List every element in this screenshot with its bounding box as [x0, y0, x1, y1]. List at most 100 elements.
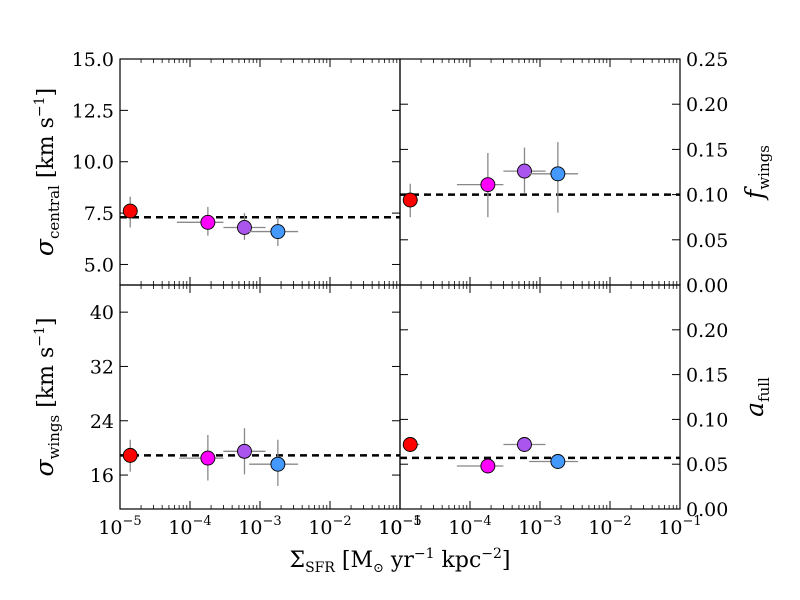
f_wings-y-tick-label: 0.20 — [686, 94, 728, 116]
panel-f_wings: 0.00 0.05 0.10 0.15 0.20 0.25 fwings — [399, 49, 773, 297]
f_wings-y-tick-label: 0.10 — [686, 185, 728, 207]
x-label-sup1: −1 — [414, 546, 435, 562]
a_full-y-tick-label: 0.20 — [686, 320, 728, 342]
f_wings-y-tick-label: 0.15 — [686, 139, 728, 161]
a_full-x-tick-exponent: −4 — [473, 514, 492, 529]
sigma_central-y-tick-label: 12.5 — [72, 100, 114, 122]
f_wings-point-3 — [517, 163, 532, 179]
a_full-point-4 — [550, 454, 566, 469]
sigma_wings-x-tick-exponent: −5 — [123, 514, 142, 529]
sigma_central-y-label-units-sup: −1 — [32, 96, 48, 117]
sigma_wings-x-tick-base: 10 — [308, 517, 332, 539]
f_wings-y-label: fwings — [740, 145, 773, 201]
a_full-x-tick-base: 10 — [658, 517, 682, 539]
sigma_wings-x-tick-exponent: −1 — [403, 514, 422, 529]
x-label-kpc: kpc — [435, 548, 482, 573]
a_full-x-tick-label: 10−5 — [378, 514, 421, 539]
a_full-y-tick-label: 0.10 — [686, 409, 728, 431]
sigma_wings-x-tick-label: 10−2 — [308, 514, 351, 539]
sigma_wings-point-1 — [122, 447, 138, 463]
a_full-y-label: afull — [740, 377, 773, 417]
sigma_wings-point-2 — [200, 450, 216, 466]
f_wings-y-label-sub: wings — [755, 145, 773, 190]
a_full-y-tick-label: 0.05 — [686, 454, 728, 476]
a_full-x-tick-base: 10 — [518, 517, 542, 539]
sigma_wings-y-label-units-close: ] — [34, 318, 59, 327]
x-label-yr: yr — [384, 548, 414, 573]
a_full-x-tick-base: 10 — [588, 517, 612, 539]
x-label-units-open: [M — [335, 548, 373, 573]
a_full-x-tick-exponent: −1 — [683, 514, 702, 529]
sigma_wings-x-tick-base: 10 — [238, 517, 262, 539]
sigma_central-y-label-units: [km s — [34, 117, 59, 185]
a_full-y-label-sub: full — [755, 377, 773, 402]
sigma_central-point-3 — [237, 220, 252, 235]
sigma_wings-x-tick-base: 10 — [168, 517, 192, 539]
sigma_wings-y-tick-label: 32 — [90, 356, 114, 378]
sigma_wings-x-tick-label: 10−1 — [378, 514, 421, 539]
sigma_central-y-label: σcentral [km s−1] — [30, 88, 63, 256]
a_full-x-tick-label: 10−1 — [658, 514, 701, 539]
sigma_wings-x-tick-exponent: −4 — [193, 514, 212, 529]
x-label-sigma: Σ — [290, 548, 306, 573]
sigma_central-point-4 — [270, 224, 286, 240]
svg-text:ΣSFR [M⊙ yr−1 kpc−2]: ΣSFR [M⊙ yr−1 kpc−2] — [290, 546, 511, 576]
sigma_wings-point-4 — [270, 456, 286, 472]
sigma_central-y-tick-label: 5.0 — [84, 254, 114, 276]
sigma_wings-y-tick-label: 40 — [90, 302, 114, 324]
a_full-x-tick-exponent: −3 — [543, 514, 562, 529]
f_wings-y-tick-label: 0.00 — [686, 275, 728, 297]
sigma_wings-y-label-symbol: σ — [30, 458, 59, 476]
sigma_wings-x-tick-label: 10−3 — [238, 514, 281, 539]
f_wings-point-1 — [402, 192, 418, 208]
f_wings-y-tick-label: 0.25 — [686, 49, 728, 71]
sigma_central-y-label-sub: central — [45, 185, 63, 239]
sigma_wings-y-label: σwings [km s−1] — [30, 318, 63, 477]
a_full-point-2 — [480, 458, 496, 474]
a_full-x-tick-base: 10 — [448, 517, 472, 539]
a_full-x-tick-label: 10−2 — [588, 514, 631, 539]
f_wings-y-label-symbol: f — [740, 186, 769, 201]
f_wings-point-2 — [480, 177, 496, 193]
a_full-point-1 — [402, 437, 418, 452]
a_full-y-tick-label: 0.00 — [686, 499, 728, 521]
sigma_central-y-label-symbol: σ — [30, 238, 59, 256]
a_full-y-label-symbol: a — [740, 402, 769, 417]
sigma_wings-y-label-sub: wings — [45, 415, 63, 460]
a_full-x-tick-exponent: −5 — [403, 514, 422, 529]
panel-sigma_central: 5.0 7.5 10.0 12.5 15.0 σcentral [km s−1] — [30, 49, 401, 286]
sigma_wings-x-tick-base: 10 — [98, 517, 122, 539]
sigma_wings-y-tick-label: 24 — [90, 411, 114, 433]
sigma_central-y-tick-label: 15.0 — [72, 49, 114, 71]
x-label-sub: SFR — [305, 560, 335, 576]
a_full-point-3 — [517, 437, 532, 452]
sigma_wings-x-tick-exponent: −2 — [333, 514, 352, 529]
a_full-x-tick-exponent: −2 — [613, 514, 632, 529]
x-axis-label: ΣSFR [M⊙ yr−1 kpc−2] — [290, 546, 511, 576]
a_full-x-tick-label: 10−4 — [448, 514, 491, 539]
sigma_wings-point-3 — [237, 443, 252, 459]
sigma_wings-x-tick-exponent: −3 — [263, 514, 282, 529]
x-label-units-close: ] — [502, 548, 511, 573]
sigma_wings-x-tick-label: 10−5 — [98, 514, 141, 539]
f_wings-point-4 — [550, 166, 566, 182]
sigma_central-y-label-units-close: ] — [34, 88, 59, 97]
sigma_central-y-tick-label: 10.0 — [72, 152, 114, 174]
a_full-x-tick-label: 10−3 — [518, 514, 561, 539]
a_full-y-tick-label: 0.15 — [686, 365, 728, 387]
sigma_wings-y-label-units-sup: −1 — [32, 326, 48, 347]
sigma_wings-y-label-units: [km s — [34, 347, 59, 415]
x-label-sun-sub: ⊙ — [373, 561, 384, 576]
sigma_wings-y-tick-label: 16 — [90, 465, 114, 487]
f_wings-y-tick-label: 0.05 — [686, 230, 728, 252]
sigma_wings-x-tick-base: 10 — [378, 517, 402, 539]
sigma_wings-x-tick-label: 10−4 — [168, 514, 211, 539]
x-label-sup2: −2 — [481, 546, 502, 562]
a_full-x-tick-base: 10 — [378, 517, 402, 539]
sigma_central-y-tick-label: 7.5 — [84, 203, 114, 225]
sigma_central-point-2 — [200, 214, 216, 230]
sigma_central-point-1 — [122, 203, 138, 219]
